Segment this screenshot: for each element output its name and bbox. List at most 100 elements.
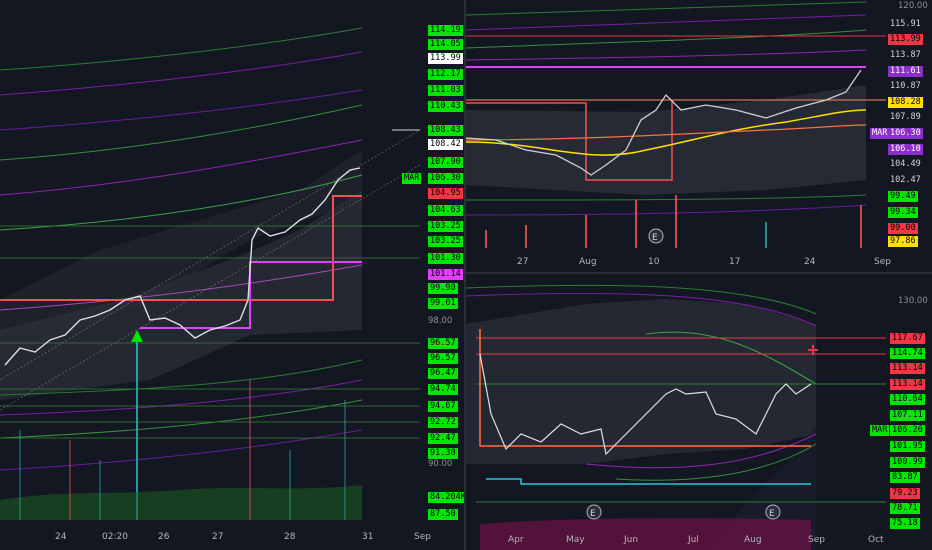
time-label: Aug xyxy=(579,257,597,267)
moving-average-yellow xyxy=(466,109,867,156)
bottom-right-chart-pane[interactable]: E E 130.00 117.67 114.74 113.14 113.14 110.6… xyxy=(466,274,932,550)
earnings-marker[interactable] xyxy=(586,504,602,520)
price-axis-tag: 101.30 xyxy=(428,253,463,264)
price-axis-tag: 107.90 xyxy=(428,157,463,168)
time-label: 24 xyxy=(804,257,816,267)
price-axis-tag: 99.90 xyxy=(428,283,458,294)
envelope-line-purple xyxy=(0,51,363,96)
envelope-line-purple xyxy=(0,89,363,131)
price-axis-tag: 102.47 xyxy=(890,175,921,185)
envelope-line-purple xyxy=(0,379,363,416)
envelope-line-green xyxy=(0,27,363,71)
time-label: Sep xyxy=(874,257,891,267)
crosshair-marker xyxy=(808,345,818,355)
price-axis-tag: 92.47 xyxy=(428,433,458,444)
price-axis-tag: 101.14 xyxy=(428,269,463,280)
price-axis-tag: 108.43 xyxy=(428,125,463,136)
time-label: 28 xyxy=(284,532,296,542)
price-axis-tag: 107.89 xyxy=(890,112,921,122)
price-axis-tag: 106.26 xyxy=(890,425,925,436)
price-axis-tag: 78.71 xyxy=(890,503,920,514)
price-axis-tag: 99.34 xyxy=(888,207,918,218)
price-axis-tag: 103.25 xyxy=(428,236,463,247)
envelope-line-purple xyxy=(466,49,867,61)
envelope-line-purple xyxy=(466,204,867,216)
envelope-line-green xyxy=(0,104,363,161)
range-line-cyan xyxy=(486,478,811,485)
bollinger-band-fill xyxy=(0,190,362,400)
time-label: 02:20 xyxy=(102,532,128,542)
volume-area xyxy=(480,518,811,550)
earnings-marker[interactable] xyxy=(648,228,664,244)
price-axis-tag: 104.63 xyxy=(428,205,463,216)
pane-divider-vertical[interactable] xyxy=(464,0,466,550)
price-axis-tag: 94.07 xyxy=(428,401,458,412)
price-axis-tag: 83.87 xyxy=(890,472,920,483)
price-axis-tag: 97.86 xyxy=(888,236,918,247)
price-axis-tag: 99.01 xyxy=(428,298,458,309)
price-axis-tag: 111.03 xyxy=(428,85,463,96)
price-axis-tag: 101.95 xyxy=(890,441,925,452)
price-axis-tag: 114.19 xyxy=(428,25,463,36)
envelope-line-green xyxy=(466,1,867,16)
envelope-line-green xyxy=(0,359,363,396)
price-axis-tag: 96.57 xyxy=(428,353,458,364)
mar-label: MAR xyxy=(402,173,422,184)
price-axis-tag: 75.18 xyxy=(890,518,920,529)
time-label: Sep xyxy=(414,532,431,542)
envelope-line-purple xyxy=(0,264,363,311)
time-label: Sep xyxy=(808,535,825,545)
time-label: Aug xyxy=(744,535,762,545)
volume-area xyxy=(0,485,362,520)
price-axis-tag: 106.10 xyxy=(888,144,923,155)
envelope-line-green xyxy=(0,399,363,439)
channel-line xyxy=(0,164,421,411)
top-right-chart-canvas[interactable]: E xyxy=(466,0,932,272)
time-label: 17 xyxy=(729,257,741,267)
price-axis-tag: 96.57 xyxy=(428,338,458,349)
left-chart-pane[interactable]: 98.00 90.00 114.19 114.05 113.99 112.17 111.… xyxy=(0,0,464,550)
time-label: 26 xyxy=(158,532,170,542)
price-axis-tag: 113.99 xyxy=(888,34,923,45)
earnings-marker-label: E xyxy=(769,509,775,519)
price-axis-tag: 99.49 xyxy=(888,191,918,202)
price-axis-tag: 99.00 xyxy=(888,223,918,234)
price-axis-tag: 84.204K xyxy=(428,492,464,503)
price-axis-tag: 96.47 xyxy=(428,368,458,379)
left-chart-canvas[interactable] xyxy=(0,0,464,550)
price-axis-tag: 117.67 xyxy=(890,333,925,344)
band-fill xyxy=(466,299,816,464)
price-axis-tag: 106.30 xyxy=(428,173,463,184)
bottom-right-time-axis[interactable]: Apr May Jun Jul Aug Sep Oct xyxy=(466,530,932,550)
range-line-magenta xyxy=(140,261,362,329)
moving-average-orange xyxy=(466,124,867,141)
envelope-line-purple xyxy=(0,429,363,471)
top-right-time-axis[interactable]: 27 Aug 10 17 24 Sep xyxy=(466,252,932,272)
price-axis-tag: 106.30 xyxy=(888,128,923,139)
left-time-axis[interactable]: 24 02:20 26 27 28 31 Sep xyxy=(0,528,464,550)
price-axis-tag: 112.17 xyxy=(428,69,463,80)
pane-divider-horizontal[interactable] xyxy=(466,272,932,274)
bottom-right-chart-canvas[interactable]: E E xyxy=(466,274,932,550)
price-axis-tag: 91.30 xyxy=(428,448,458,459)
price-tick: 120.00 xyxy=(898,1,928,11)
envelope-line-purple xyxy=(466,292,817,327)
price-tick: 90.00 xyxy=(428,459,453,469)
price-axis-tag: 104.95 xyxy=(428,188,463,199)
mar-label: MAR xyxy=(870,425,890,436)
price-axis-tag: 92.72 xyxy=(428,417,458,428)
price-axis-tag: 113.99 xyxy=(428,53,463,64)
price-series xyxy=(4,167,361,366)
time-label: Apr xyxy=(508,535,524,545)
price-axis-tag: 108.42 xyxy=(428,139,463,150)
top-right-chart-pane[interactable]: E 120.00 115.91 113.99 113.87 111.61 110.87 1… xyxy=(466,0,932,272)
price-axis-tag: 110.43 xyxy=(428,101,463,112)
envelope-line-green xyxy=(466,194,867,201)
price-axis-tag: 87.50 xyxy=(428,509,458,520)
outer-band-fill xyxy=(0,150,362,360)
time-label: 27 xyxy=(212,532,224,542)
price-axis-tag: 113.14 xyxy=(890,379,925,390)
price-axis-tag: 111.61 xyxy=(888,66,923,77)
earnings-marker[interactable] xyxy=(765,504,781,520)
range-line-red xyxy=(0,195,362,301)
